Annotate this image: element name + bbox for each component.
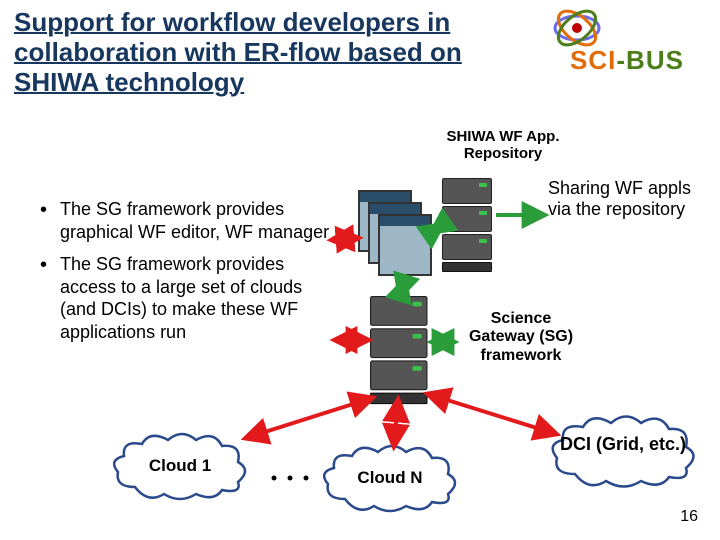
- bullet-item: The SG framework provides access to a la…: [40, 253, 340, 343]
- cloudN-icon: Cloud N: [320, 444, 460, 514]
- bullet-list: The SG framework provides graphical WF e…: [40, 198, 340, 353]
- slide: Support for workflow developers in colla…: [0, 0, 720, 540]
- cloud1-label: Cloud 1: [110, 432, 250, 476]
- scibus-logo: SCI-BUS: [552, 8, 702, 76]
- server-repo-icon: [442, 178, 492, 272]
- cloudN-label: Cloud N: [320, 444, 460, 488]
- bullet-item: The SG framework provides graphical WF e…: [40, 198, 340, 243]
- editor-windows-icon: [358, 190, 432, 276]
- share-label: Sharing WF appls via the repository: [548, 178, 718, 219]
- repo-label: SHIWA WF App.Repository: [418, 128, 588, 163]
- server-sg-icon: [370, 296, 428, 404]
- dci-label: DCI (Grid, etc.): [548, 414, 698, 455]
- page-number: 16: [680, 508, 698, 526]
- dci-cloud-icon: DCI (Grid, etc.): [548, 414, 698, 490]
- sg-label: ScienceGateway (SG)framework: [456, 310, 586, 365]
- logo-text-bus: -BUS: [616, 45, 684, 75]
- cloud1-icon: Cloud 1: [110, 432, 250, 502]
- logo-text-sci: SCI: [570, 45, 616, 75]
- slide-title: Support for workflow developers in colla…: [14, 8, 534, 98]
